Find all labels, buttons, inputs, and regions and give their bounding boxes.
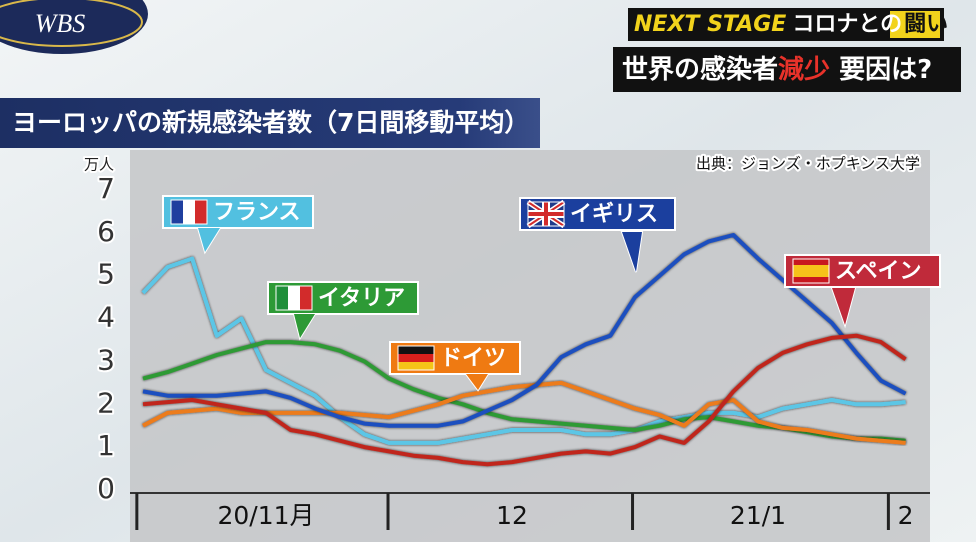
y-tick-label: 1 [97, 429, 115, 462]
callout: フランス [162, 195, 314, 255]
x-tick-label: 2 [898, 501, 914, 530]
source: 出典：ジョンズ・ホプキンス大学 [696, 155, 920, 173]
callout: ドイツ [389, 341, 521, 392]
flag-stripe [183, 200, 195, 224]
callout-tail-fill [294, 314, 315, 338]
series-line [142, 233, 907, 428]
flag-stripe [300, 286, 312, 310]
flag-stripe [288, 286, 300, 310]
y-tick-label: 7 [97, 172, 115, 205]
series-line [142, 333, 907, 467]
flag-stripe [276, 286, 288, 310]
y-tick-label: 2 [97, 386, 115, 419]
series-line [141, 256, 906, 445]
banner-bottom-text: 世界の感染者減少 要因は? [622, 55, 932, 85]
legend-label: ドイツ [440, 346, 506, 371]
y-tick-label: 6 [97, 215, 115, 248]
y-tick-label: 5 [97, 258, 115, 291]
flag-border [527, 201, 565, 227]
callout: イタリア [267, 281, 419, 341]
legend-label: イタリア [318, 286, 405, 311]
x-tick-label: 20/11月 [217, 501, 314, 530]
flag-stripe [171, 200, 183, 224]
x-tick-label: 12 [496, 501, 528, 530]
callout: イギリス [519, 197, 676, 273]
flag-stripe [398, 354, 434, 362]
plot [141, 233, 907, 467]
banner-world: 世界の感染者 [622, 55, 778, 85]
y-tick-label: 3 [97, 343, 115, 376]
chart-title: ヨーロッパの新規感染者数（7日間移動平均） [12, 108, 529, 137]
banner-bottom [613, 47, 961, 92]
banner-next-stage: NEXT STAGE [634, 12, 786, 37]
x-tick-label: 21/1 [730, 501, 786, 530]
banner-fight: 闘い [904, 12, 948, 37]
flag-cross [528, 202, 564, 226]
flag-stripe [195, 200, 207, 224]
legend-label: フランス [213, 200, 301, 225]
callout-tail-fill [622, 232, 642, 272]
logo-ring [0, 0, 143, 47]
flag-stripe [398, 362, 434, 370]
legend-label: イギリス [570, 202, 658, 227]
flag-border [792, 258, 830, 284]
chart-title-bar [0, 98, 540, 148]
banner-corona: コロナとの [792, 12, 902, 37]
flag-stripe [398, 346, 434, 354]
banner-decrease: 減少 [778, 55, 830, 85]
series-line [142, 380, 906, 445]
banner-why: 要因は? [830, 55, 932, 85]
y-tick-label: 4 [97, 301, 115, 334]
flag-border [170, 199, 208, 225]
flag-border [397, 345, 435, 371]
banner-top-text: NEXT STAGE コロナとの闘い [634, 12, 948, 37]
y-tick-label: 0 [97, 472, 115, 505]
callout: スペイン [784, 254, 941, 329]
callout-tail-fill [832, 288, 855, 325]
banner-highlight [890, 11, 940, 38]
flag-border [275, 285, 313, 311]
logo: WBS [35, 9, 86, 38]
y-unit: 万人 [84, 156, 114, 174]
legend-label: スペイン [835, 259, 921, 284]
flag-stripe [793, 265, 829, 277]
callout-tail-fill [198, 228, 220, 252]
callout-tail-fill [466, 374, 488, 390]
